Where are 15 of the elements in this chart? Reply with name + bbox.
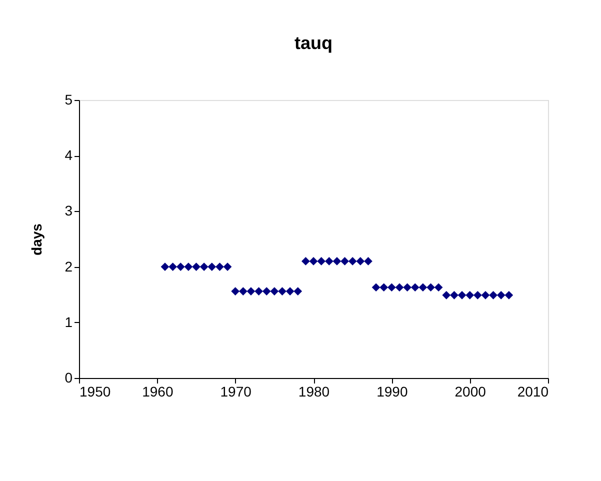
x-tick-label: 2000 <box>454 384 486 400</box>
x-tick-label: 1960 <box>142 384 174 400</box>
y-tick-label: 2 <box>64 258 73 274</box>
y-tick-label: 5 <box>64 92 73 108</box>
y-axis-title: days <box>28 223 45 256</box>
y-tick-label: 0 <box>64 370 73 386</box>
y-tick-label: 4 <box>64 147 73 164</box>
x-tick-label: 1980 <box>298 384 330 400</box>
x-tick-label: 1970 <box>220 384 252 400</box>
x-tick-label: 1990 <box>376 384 408 400</box>
y-tick-label: 1 <box>64 314 73 330</box>
x-tick-label: 1950 <box>80 384 111 400</box>
x-tick-label: 2010 <box>517 384 549 400</box>
y-tick-label: 3 <box>64 202 73 219</box>
chart-title: tauq <box>294 33 332 53</box>
